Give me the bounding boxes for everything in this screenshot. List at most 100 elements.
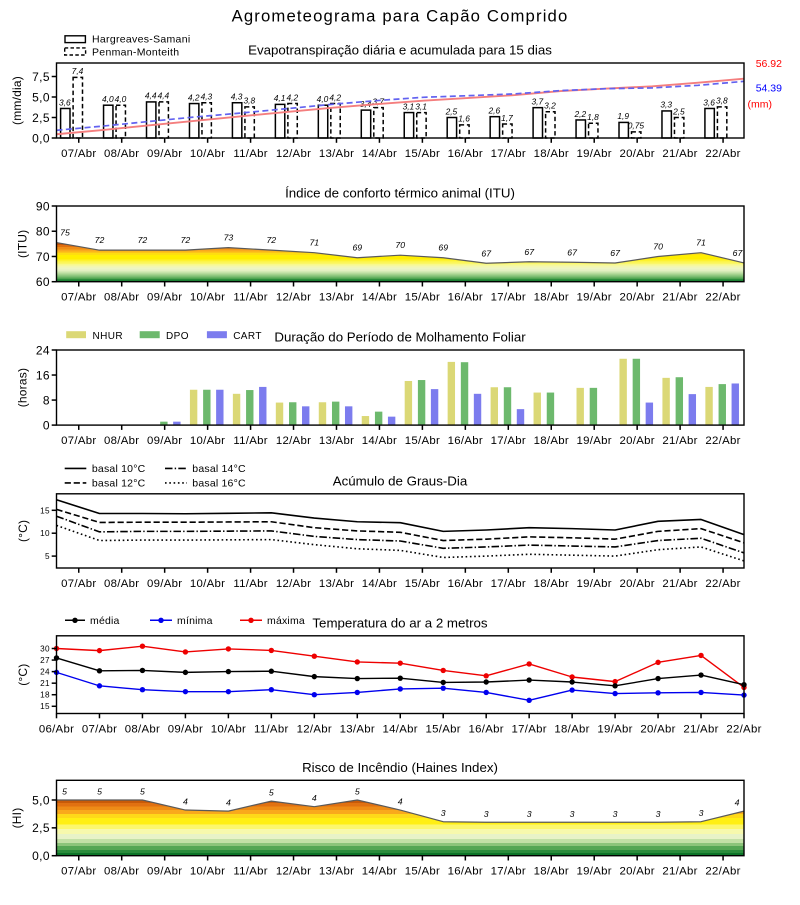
svg-text:22/Abr: 22/Abr xyxy=(705,578,740,590)
svg-text:3: 3 xyxy=(699,808,704,818)
svg-text:14/Abr: 14/Abr xyxy=(383,724,418,736)
svg-text:08/Abr: 08/Abr xyxy=(104,435,139,447)
svg-text:19/Abr: 19/Abr xyxy=(577,578,612,590)
svg-text:17/Abr: 17/Abr xyxy=(491,292,526,304)
svg-text:15: 15 xyxy=(40,702,50,711)
svg-text:16/Abr: 16/Abr xyxy=(469,724,504,736)
svg-text:NHUR: NHUR xyxy=(93,331,124,342)
svg-text:14/Abr: 14/Abr xyxy=(362,435,397,447)
svg-text:10/Abr: 10/Abr xyxy=(190,578,225,590)
svg-text:17/Abr: 17/Abr xyxy=(512,724,547,736)
svg-text:3,7: 3,7 xyxy=(531,97,543,107)
svg-text:4,2: 4,2 xyxy=(188,92,200,102)
svg-text:17/Abr: 17/Abr xyxy=(491,435,526,447)
svg-text:3: 3 xyxy=(656,809,661,819)
svg-text:12/Abr: 12/Abr xyxy=(276,148,311,160)
svg-text:3,8: 3,8 xyxy=(716,96,728,106)
svg-text:4: 4 xyxy=(735,798,740,808)
svg-text:13/Abr: 13/Abr xyxy=(319,292,354,304)
svg-text:10/Abr: 10/Abr xyxy=(190,292,225,304)
svg-text:18/Abr: 18/Abr xyxy=(534,866,569,878)
svg-text:0,0: 0,0 xyxy=(32,131,50,145)
svg-text:17/Abr: 17/Abr xyxy=(491,578,526,590)
svg-text:20/Abr: 20/Abr xyxy=(640,724,675,736)
svg-text:06/Abr: 06/Abr xyxy=(39,724,74,736)
svg-text:67: 67 xyxy=(567,247,578,257)
svg-text:4,2: 4,2 xyxy=(329,92,341,102)
svg-text:8: 8 xyxy=(43,393,50,407)
svg-text:12/Abr: 12/Abr xyxy=(276,578,311,590)
svg-text:CART: CART xyxy=(233,331,262,342)
svg-text:09/Abr: 09/Abr xyxy=(147,435,182,447)
svg-text:11/Abr: 11/Abr xyxy=(233,435,268,447)
svg-text:Evapotranspiração diária e acu: Evapotranspiração diária e acumulada par… xyxy=(248,43,552,58)
svg-text:08/Abr: 08/Abr xyxy=(104,292,139,304)
svg-text:4: 4 xyxy=(312,793,317,803)
svg-text:16: 16 xyxy=(36,368,50,382)
svg-text:90: 90 xyxy=(36,199,50,213)
svg-text:10: 10 xyxy=(40,529,50,538)
svg-text:17/Abr: 17/Abr xyxy=(491,148,526,160)
svg-text:Penman-Monteith: Penman-Monteith xyxy=(92,46,179,58)
svg-text:Risco de Incêndio (Haines Inde: Risco de Incêndio (Haines Index) xyxy=(302,760,498,775)
svg-text:14/Abr: 14/Abr xyxy=(362,866,397,878)
svg-text:13/Abr: 13/Abr xyxy=(319,578,354,590)
svg-text:5,0: 5,0 xyxy=(32,90,50,104)
svg-text:11/Abr: 11/Abr xyxy=(233,148,268,160)
svg-text:4,0: 4,0 xyxy=(115,94,127,104)
svg-text:15/Abr: 15/Abr xyxy=(405,866,440,878)
svg-text:média: média xyxy=(90,615,120,627)
svg-text:72: 72 xyxy=(95,235,105,245)
svg-text:1,9: 1,9 xyxy=(617,111,629,121)
svg-text:18: 18 xyxy=(40,691,50,700)
svg-text:5,0: 5,0 xyxy=(32,793,50,807)
svg-text:4,2: 4,2 xyxy=(286,92,298,102)
svg-text:07/Abr: 07/Abr xyxy=(82,724,117,736)
svg-text:4,4: 4,4 xyxy=(145,91,157,101)
svg-text:07/Abr: 07/Abr xyxy=(61,866,96,878)
svg-text:18/Abr: 18/Abr xyxy=(534,148,569,160)
svg-text:24: 24 xyxy=(40,668,50,677)
svg-text:15/Abr: 15/Abr xyxy=(426,724,461,736)
svg-text:09/Abr: 09/Abr xyxy=(147,292,182,304)
svg-text:09/Abr: 09/Abr xyxy=(147,148,182,160)
svg-text:20/Abr: 20/Abr xyxy=(620,148,655,160)
svg-text:(ITU): (ITU) xyxy=(15,230,29,258)
svg-text:20/Abr: 20/Abr xyxy=(620,435,655,447)
svg-text:22/Abr: 22/Abr xyxy=(705,148,740,160)
svg-text:0,75: 0,75 xyxy=(628,121,645,131)
svg-text:5: 5 xyxy=(62,787,67,797)
svg-text:2,5: 2,5 xyxy=(445,106,458,116)
svg-text:4: 4 xyxy=(183,797,188,807)
svg-text:21/Abr: 21/Abr xyxy=(662,435,697,447)
svg-text:19/Abr: 19/Abr xyxy=(577,866,612,878)
svg-text:10/Abr: 10/Abr xyxy=(190,866,225,878)
svg-text:3,8: 3,8 xyxy=(243,96,255,106)
svg-text:4,0: 4,0 xyxy=(102,94,114,104)
svg-text:13/Abr: 13/Abr xyxy=(340,724,375,736)
svg-text:3,4: 3,4 xyxy=(360,99,372,109)
svg-text:22/Abr: 22/Abr xyxy=(705,866,740,878)
svg-text:mínima: mínima xyxy=(177,615,213,627)
svg-text:(horas): (horas) xyxy=(16,368,30,407)
svg-text:12/Abr: 12/Abr xyxy=(276,292,311,304)
svg-text:15/Abr: 15/Abr xyxy=(405,435,440,447)
svg-text:12/Abr: 12/Abr xyxy=(297,724,332,736)
svg-text:22/Abr: 22/Abr xyxy=(726,724,761,736)
svg-text:08/Abr: 08/Abr xyxy=(104,578,139,590)
svg-text:(HI): (HI) xyxy=(10,808,24,829)
svg-text:16/Abr: 16/Abr xyxy=(448,148,483,160)
svg-text:(mm/dia): (mm/dia) xyxy=(10,76,24,125)
svg-text:75: 75 xyxy=(60,228,70,238)
svg-text:Agrometeograma para Capão Comp: Agrometeograma para Capão Comprido xyxy=(232,7,569,26)
svg-text:11/Abr: 11/Abr xyxy=(233,292,268,304)
svg-text:21/Abr: 21/Abr xyxy=(662,148,697,160)
svg-text:19/Abr: 19/Abr xyxy=(597,724,632,736)
svg-text:basal 10°C: basal 10°C xyxy=(92,463,146,475)
svg-text:71: 71 xyxy=(696,238,706,248)
svg-text:(mm): (mm) xyxy=(748,99,773,111)
svg-text:2,5: 2,5 xyxy=(672,106,685,116)
svg-text:4,0: 4,0 xyxy=(317,94,329,104)
svg-text:71: 71 xyxy=(309,238,319,248)
svg-text:3,1: 3,1 xyxy=(415,101,427,111)
